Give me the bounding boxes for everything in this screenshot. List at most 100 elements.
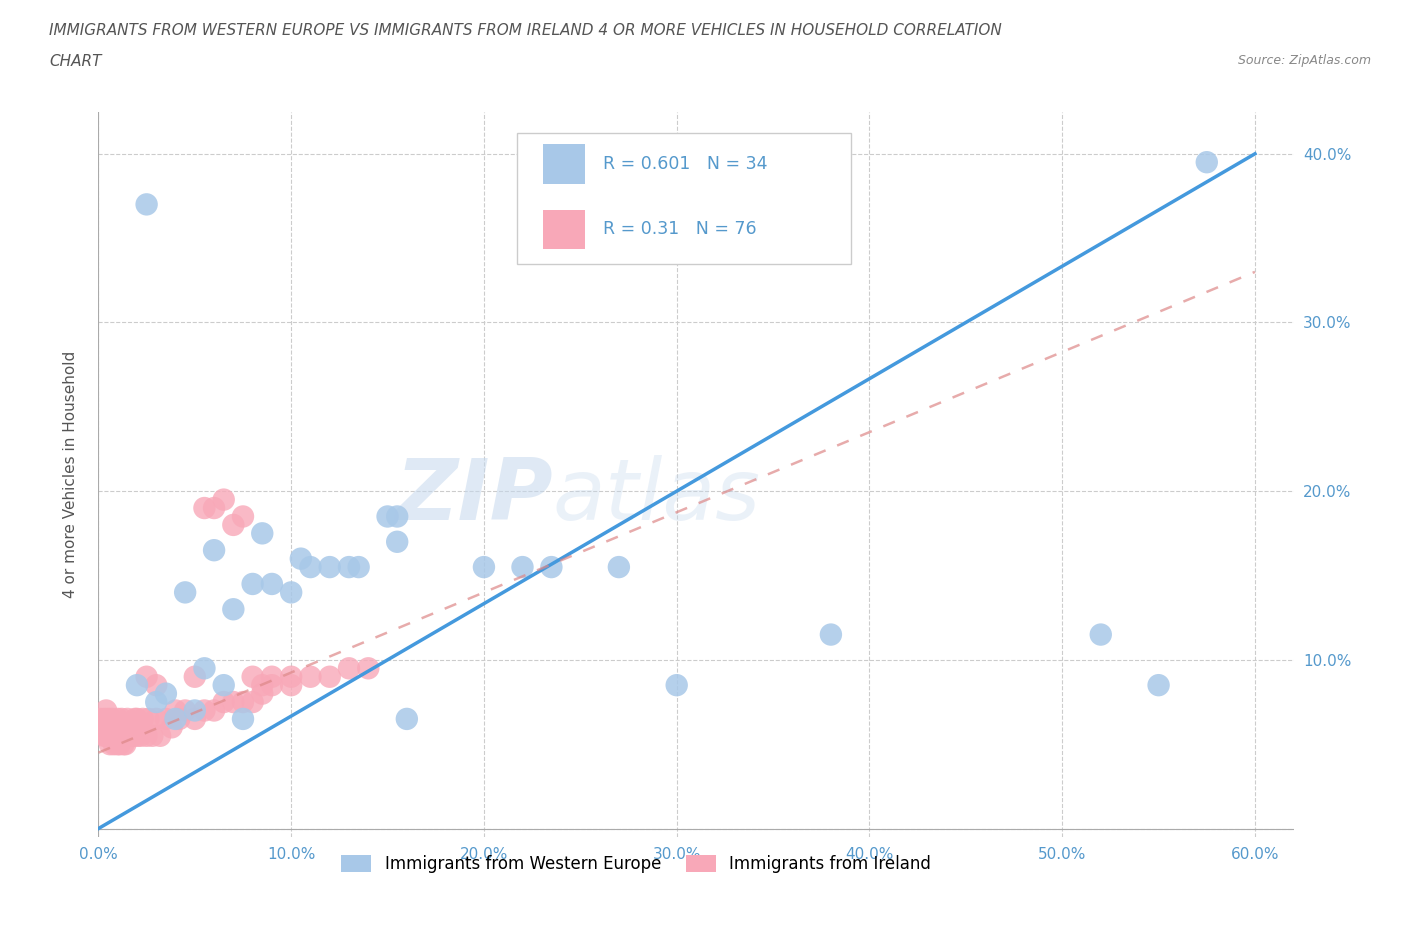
Immigrants from Western Europe	[232, 711, 254, 726]
Immigrants from Ireland	[124, 711, 146, 726]
Immigrants from Ireland	[242, 695, 264, 710]
Text: IMMIGRANTS FROM WESTERN EUROPE VS IMMIGRANTS FROM IRELAND 4 OR MORE VEHICLES IN : IMMIGRANTS FROM WESTERN EUROPE VS IMMIGR…	[49, 23, 1002, 38]
Immigrants from Ireland	[125, 711, 148, 726]
Immigrants from Western Europe	[377, 509, 399, 524]
Immigrants from Ireland	[280, 678, 302, 693]
Immigrants from Ireland	[114, 737, 136, 751]
Immigrants from Ireland	[94, 720, 117, 735]
Immigrants from Western Europe	[260, 577, 283, 591]
Immigrants from Ireland	[242, 670, 264, 684]
Immigrants from Western Europe	[385, 509, 409, 524]
Immigrants from Ireland	[93, 728, 115, 743]
Immigrants from Western Europe	[1195, 154, 1218, 169]
Immigrants from Ireland	[132, 711, 155, 726]
Immigrants from Ireland	[252, 686, 274, 701]
Immigrants from Ireland	[135, 728, 157, 743]
FancyBboxPatch shape	[517, 133, 852, 264]
Immigrants from Western Europe	[174, 585, 197, 600]
Immigrants from Ireland	[122, 728, 145, 743]
Immigrants from Ireland	[260, 678, 283, 693]
Immigrants from Ireland	[110, 711, 132, 726]
Immigrants from Ireland	[202, 500, 225, 515]
Bar	[543, 209, 585, 249]
Immigrants from Ireland	[145, 711, 167, 726]
Immigrants from Ireland	[319, 670, 342, 684]
Immigrants from Ireland	[184, 711, 207, 726]
Immigrants from Ireland	[299, 670, 322, 684]
Immigrants from Western Europe	[145, 695, 167, 710]
Immigrants from Western Europe	[347, 560, 370, 575]
Immigrants from Western Europe	[337, 560, 360, 575]
Immigrants from Western Europe	[607, 560, 630, 575]
Immigrants from Ireland	[98, 728, 121, 743]
Immigrants from Ireland	[149, 728, 172, 743]
Immigrants from Ireland	[108, 737, 131, 751]
Immigrants from Ireland	[160, 720, 183, 735]
Text: atlas: atlas	[553, 455, 761, 538]
Immigrants from Ireland	[357, 661, 380, 676]
Immigrants from Western Europe	[665, 678, 688, 693]
Immigrants from Ireland	[212, 695, 235, 710]
Immigrants from Ireland	[97, 728, 120, 743]
Immigrants from Ireland	[98, 720, 121, 735]
Immigrants from Ireland	[141, 728, 163, 743]
Immigrants from Ireland	[107, 711, 129, 726]
Immigrants from Western Europe	[193, 661, 215, 676]
Immigrants from Ireland	[97, 711, 120, 726]
Immigrants from Ireland	[108, 720, 131, 735]
Immigrants from Ireland	[337, 661, 360, 676]
Immigrants from Ireland	[165, 703, 187, 718]
Immigrants from Ireland	[252, 678, 274, 693]
Immigrants from Ireland	[89, 711, 111, 726]
Immigrants from Western Europe	[135, 197, 157, 212]
Text: Source: ZipAtlas.com: Source: ZipAtlas.com	[1237, 54, 1371, 67]
Immigrants from Western Europe	[242, 577, 264, 591]
Immigrants from Western Europe	[165, 711, 187, 726]
Immigrants from Ireland	[94, 703, 117, 718]
Immigrants from Ireland	[114, 720, 136, 735]
Immigrants from Ireland	[280, 670, 302, 684]
Text: R = 0.601   N = 34: R = 0.601 N = 34	[603, 155, 768, 173]
Immigrants from Western Europe	[290, 551, 312, 566]
Immigrants from Ireland	[174, 703, 197, 718]
Immigrants from Ireland	[112, 737, 135, 751]
Immigrants from Ireland	[104, 728, 127, 743]
Immigrants from Ireland	[222, 517, 245, 532]
Immigrants from Ireland	[98, 737, 121, 751]
Immigrants from Western Europe	[385, 535, 409, 550]
Text: CHART: CHART	[49, 54, 101, 69]
Immigrants from Ireland	[184, 670, 207, 684]
Immigrants from Ireland	[169, 711, 191, 726]
Immigrants from Ireland	[260, 670, 283, 684]
Immigrants from Ireland	[120, 720, 142, 735]
Immigrants from Ireland	[112, 728, 135, 743]
Immigrants from Ireland	[117, 711, 139, 726]
Immigrants from Western Europe	[280, 585, 302, 600]
Legend: Immigrants from Western Europe, Immigrants from Ireland: Immigrants from Western Europe, Immigran…	[335, 848, 938, 880]
Immigrants from Ireland	[125, 728, 148, 743]
Immigrants from Western Europe	[222, 602, 245, 617]
Immigrants from Ireland	[103, 728, 125, 743]
Immigrants from Ireland	[107, 737, 129, 751]
Immigrants from Ireland	[93, 711, 115, 726]
Immigrants from Western Europe	[202, 543, 225, 558]
Immigrants from Western Europe	[395, 711, 418, 726]
Immigrants from Ireland	[135, 670, 157, 684]
Immigrants from Ireland	[212, 492, 235, 507]
Immigrants from Ireland	[232, 509, 254, 524]
Immigrants from Ireland	[101, 728, 124, 743]
Immigrants from Ireland	[103, 737, 125, 751]
Immigrants from Ireland	[129, 728, 152, 743]
Immigrants from Ireland	[101, 711, 124, 726]
Immigrants from Ireland	[145, 678, 167, 693]
Immigrants from Western Europe	[125, 678, 148, 693]
Immigrants from Western Europe	[319, 560, 342, 575]
Immigrants from Ireland	[202, 703, 225, 718]
Immigrants from Ireland	[193, 500, 215, 515]
Text: ZIP: ZIP	[395, 455, 553, 538]
Immigrants from Western Europe	[252, 525, 274, 540]
Immigrants from Western Europe	[512, 560, 534, 575]
Immigrants from Ireland	[104, 720, 127, 735]
Immigrants from Western Europe	[472, 560, 495, 575]
Immigrants from Ireland	[193, 703, 215, 718]
